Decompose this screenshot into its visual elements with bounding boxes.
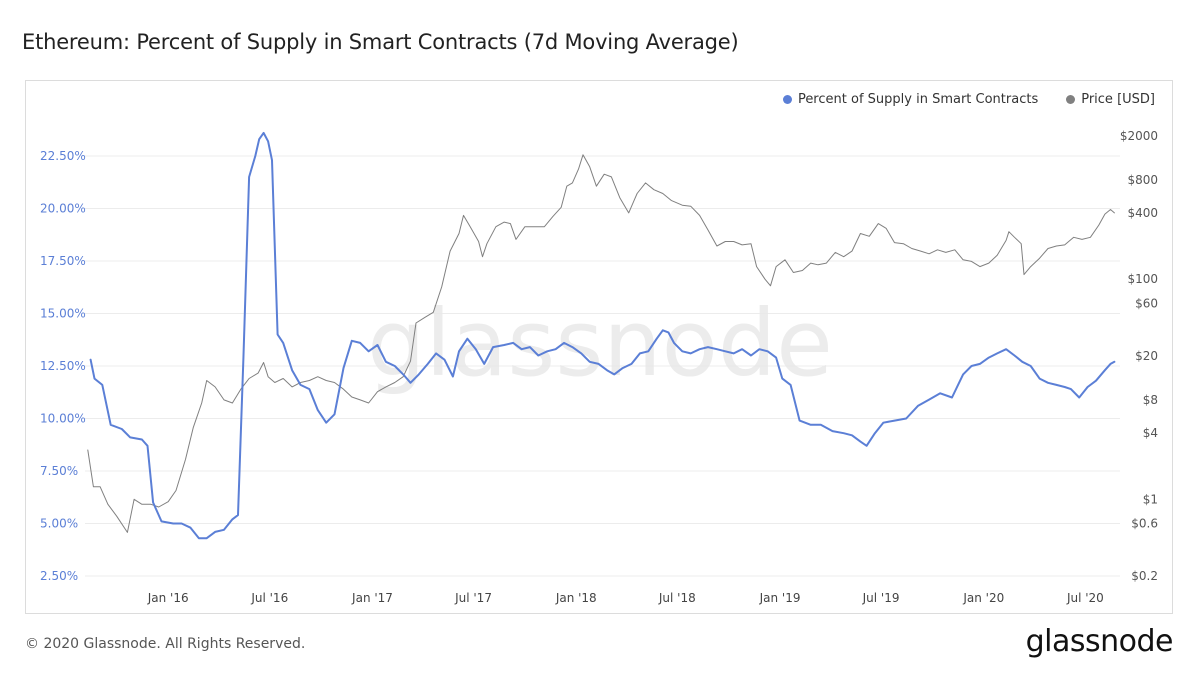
legend-label-price: Price [USD]: [1081, 92, 1155, 107]
x-tick-label: Jul '18: [658, 591, 696, 605]
percent-supply-series-line: [89, 131, 1116, 540]
x-tick-label: Jul '20: [1066, 591, 1104, 605]
y-right-tick-label: $8: [1143, 393, 1158, 407]
legend-item-price[interactable]: Price [USD]: [1066, 92, 1155, 107]
x-tick-label: Jul '19: [862, 591, 900, 605]
y-right-tick-label: $800: [1127, 173, 1158, 187]
x-tick-label: Jan '17: [351, 591, 393, 605]
y-left-tick-label: 5.00%: [40, 517, 78, 531]
chart-frame: [25, 80, 1173, 614]
legend-dot-price: [1066, 95, 1076, 104]
y-right-tick-label: $0.6: [1131, 517, 1158, 531]
x-tick-label: Jan '19: [759, 591, 801, 605]
x-tick-label: Jul '17: [454, 591, 492, 605]
y-left-tick-label: 17.50%: [40, 254, 86, 268]
legend-dot-percent: [782, 95, 792, 104]
y-left-tick-label: 20.00%: [40, 202, 86, 216]
y-right-tick-label: $2000: [1120, 129, 1158, 143]
chart-legend: Percent of Supply in Smart Contracts Pri…: [782, 92, 1155, 107]
price-series-line: [87, 154, 1115, 533]
chart-title: Ethereum: Percent of Supply in Smart Con…: [22, 30, 739, 54]
y-right-tick-label: $400: [1127, 206, 1158, 220]
x-tick-label: Jan '18: [555, 591, 597, 605]
glassnode-logo: glassnode: [1025, 624, 1174, 659]
y-right-tick-label: $60: [1135, 297, 1158, 311]
y-right-tick-label: $100: [1127, 272, 1158, 286]
y-left-tick-label: 7.50%: [40, 464, 78, 478]
x-tick-label: Jul '16: [250, 591, 288, 605]
watermark: glassnode: [367, 290, 833, 397]
y-left-tick-label: 15.00%: [40, 307, 86, 321]
y-right-tick-label: $0.2: [1131, 569, 1158, 583]
x-tick-label: Jan '16: [147, 591, 189, 605]
y-left-tick-label: 2.50%: [40, 569, 78, 583]
y-right-tick-label: $4: [1143, 426, 1158, 440]
y-left-tick-label: 12.50%: [40, 359, 86, 373]
y-left-tick-label: 10.00%: [40, 412, 86, 426]
y-left-tick-label: 22.50%: [40, 149, 86, 163]
legend-item-percent[interactable]: Percent of Supply in Smart Contracts: [782, 92, 1039, 107]
x-tick-label: Jan '20: [962, 591, 1004, 605]
copyright-footer: © 2020 Glassnode. All Rights Reserved.: [25, 636, 306, 652]
y-right-tick-label: $1: [1143, 492, 1158, 506]
legend-label-percent: Percent of Supply in Smart Contracts: [797, 92, 1039, 107]
y-right-tick-label: $20: [1135, 349, 1158, 363]
